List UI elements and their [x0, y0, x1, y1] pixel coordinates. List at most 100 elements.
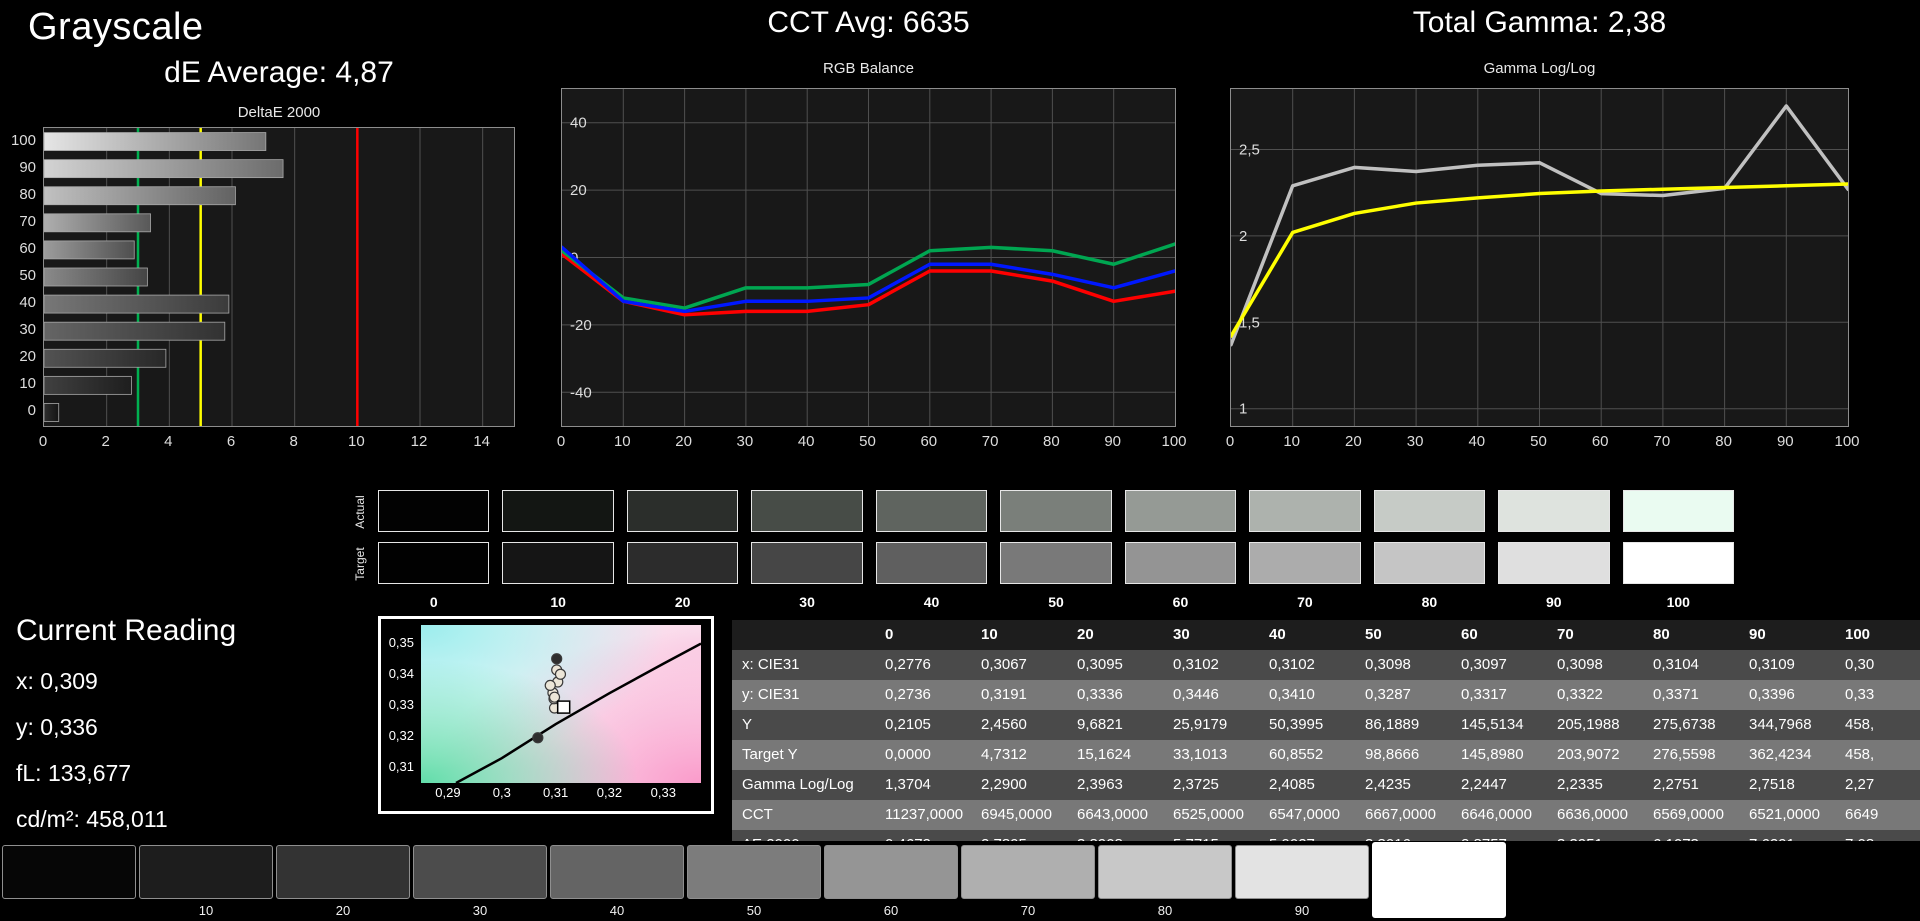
table-cell: 7,6291	[1746, 830, 1842, 841]
axis-tick-label: 2	[1239, 228, 1247, 245]
table-cell: 6569,0000	[1653, 806, 1724, 823]
patch-button-label: 70	[1020, 903, 1036, 918]
patch-button-60[interactable]	[824, 845, 958, 899]
table-cell: 145,8980	[1461, 746, 1524, 763]
table-column-header: 30	[1173, 626, 1190, 643]
patch-button-20[interactable]	[276, 845, 410, 899]
bottom-patch-slot	[2, 841, 136, 921]
planckian-locus	[455, 642, 701, 783]
table-cell: 2,7518	[1749, 776, 1795, 793]
patch-button-10[interactable]	[139, 845, 273, 899]
axis-tick-label: 30	[19, 321, 36, 339]
axis-tick-label: 30	[1406, 433, 1424, 450]
measurement-point	[544, 679, 556, 692]
patch-button-0[interactable]	[2, 845, 136, 899]
table-cell: 0,0000	[885, 746, 931, 763]
target-patch	[502, 542, 614, 584]
axis-tick-label: 20	[19, 348, 36, 366]
target-gamma-line	[1231, 182, 1848, 338]
blue-line	[562, 245, 1175, 314]
patch-button-90[interactable]	[1235, 845, 1369, 899]
axis-tick-label: 0,33	[650, 785, 676, 800]
table-row: ΔE 20000,46722,78953,89085,77155,90273,3…	[732, 830, 1920, 841]
table-column-header: 40	[1269, 626, 1286, 643]
table-cell: 6649	[1845, 806, 1879, 823]
table-cell: 458,	[1845, 746, 1875, 763]
patch-column-label: 90	[1546, 594, 1562, 610]
axis-tick-label: 0,34	[388, 666, 414, 682]
target-patch	[1498, 542, 1610, 584]
patch-column-label: 70	[1297, 594, 1313, 610]
green-line	[562, 242, 1175, 310]
target-patch	[1622, 542, 1734, 584]
table-column-header: 70	[1557, 626, 1574, 643]
actual-patch	[1000, 490, 1112, 532]
target-patch	[1124, 542, 1237, 584]
measurement-point	[548, 691, 561, 703]
target-patch	[875, 542, 988, 584]
bottom-patch-slot: 10	[139, 841, 273, 921]
patch-button-80[interactable]	[1098, 845, 1232, 899]
table-row: Target Y 0,0000 4,7312 15,1624 33,1013 60,855…	[732, 740, 1920, 770]
target-patch	[626, 542, 739, 584]
deltae-bar-30	[44, 321, 226, 341]
patch-column-label: 30	[799, 594, 815, 610]
actual-patch	[1249, 490, 1361, 532]
table-cell: 145,5134	[1461, 716, 1524, 733]
actual-row-label: Actual	[353, 495, 367, 529]
table-cell: 2,4235	[1365, 776, 1411, 793]
table-cell: 6643,0000	[1077, 806, 1148, 823]
table-cell: 6547,0000	[1269, 806, 1340, 823]
patch-button-100[interactable]	[1372, 842, 1506, 918]
axis-tick-label: 70	[1653, 433, 1671, 450]
table-cell: 6,1073	[1650, 830, 1746, 841]
axis-tick-label: 10	[613, 433, 631, 450]
reading-x-value: x: 0,309	[16, 668, 98, 694]
measurement-table: 0 10 20 30 40 50 60 70 80 90 100 x: CIE31 0,2776 0,30…	[732, 620, 1920, 841]
table-column-header: 10	[981, 626, 998, 643]
axis-tick-label: 30	[736, 433, 754, 450]
table-cell: 0,3098	[1365, 656, 1411, 673]
deltae-bar-90	[44, 159, 284, 179]
table-row: y: CIE31 0,2736 0,3191 0,3336 0,3446 0,3410 0,…	[732, 680, 1920, 710]
deltae-x-axis-labels: 0 2 4 6 8 10 12 14	[39, 433, 515, 453]
axis-tick-label: 0,31	[542, 785, 569, 800]
table-row-label: x: CIE31	[742, 656, 800, 673]
reading-y-value: y: 0,336	[16, 714, 98, 740]
bottom-patch-slot: 50	[687, 841, 821, 921]
table-cell: 5,7715	[1170, 830, 1266, 841]
axis-tick-label: 100	[1834, 433, 1860, 450]
grayscale-patch-grid: 0 10 20 30 40 50 60 70 80 90 100	[378, 490, 1734, 610]
actual-patch	[378, 490, 490, 532]
axis-tick-label: 14	[473, 433, 490, 450]
patch-button-40[interactable]	[550, 845, 684, 899]
patch-column-label: 10	[550, 594, 566, 610]
axis-tick-label: 1,5	[1239, 314, 1260, 331]
table-cell: 0,3104	[1653, 656, 1699, 673]
axis-tick-label: 80	[1715, 433, 1732, 450]
table-header-row: 0 10 20 30 40 50 60 70 80 90 100	[732, 620, 1920, 650]
patch-button-label: 10	[198, 903, 214, 918]
target-patch	[1000, 542, 1112, 584]
patch-button-30[interactable]	[413, 845, 547, 899]
table-cell: 98,8666	[1365, 746, 1420, 763]
axis-tick-label: 0,32	[596, 785, 623, 800]
actual-patch	[626, 490, 739, 532]
table-cell: 11237,0000	[885, 806, 964, 823]
table-column-header: 20	[1077, 626, 1094, 643]
actual-patch	[751, 490, 863, 532]
patch-button-50[interactable]	[687, 845, 821, 899]
bottom-patch-slot: 90	[1235, 841, 1369, 921]
table-cell: 6667,0000	[1365, 806, 1436, 823]
patch-column-label: 20	[674, 594, 691, 610]
deltae-chart-svg	[44, 128, 484, 426]
total-gamma-readout: Total Gamma: 2,38	[1412, 6, 1667, 39]
table-cell: 458,	[1845, 716, 1875, 733]
table-cell: 0,30	[1845, 656, 1875, 673]
deltae-bar-chart	[43, 127, 515, 427]
patch-button-70[interactable]	[961, 845, 1095, 899]
bottom-patch-slot: 80	[1098, 841, 1232, 921]
axis-tick-label: 2,5	[1239, 141, 1260, 158]
